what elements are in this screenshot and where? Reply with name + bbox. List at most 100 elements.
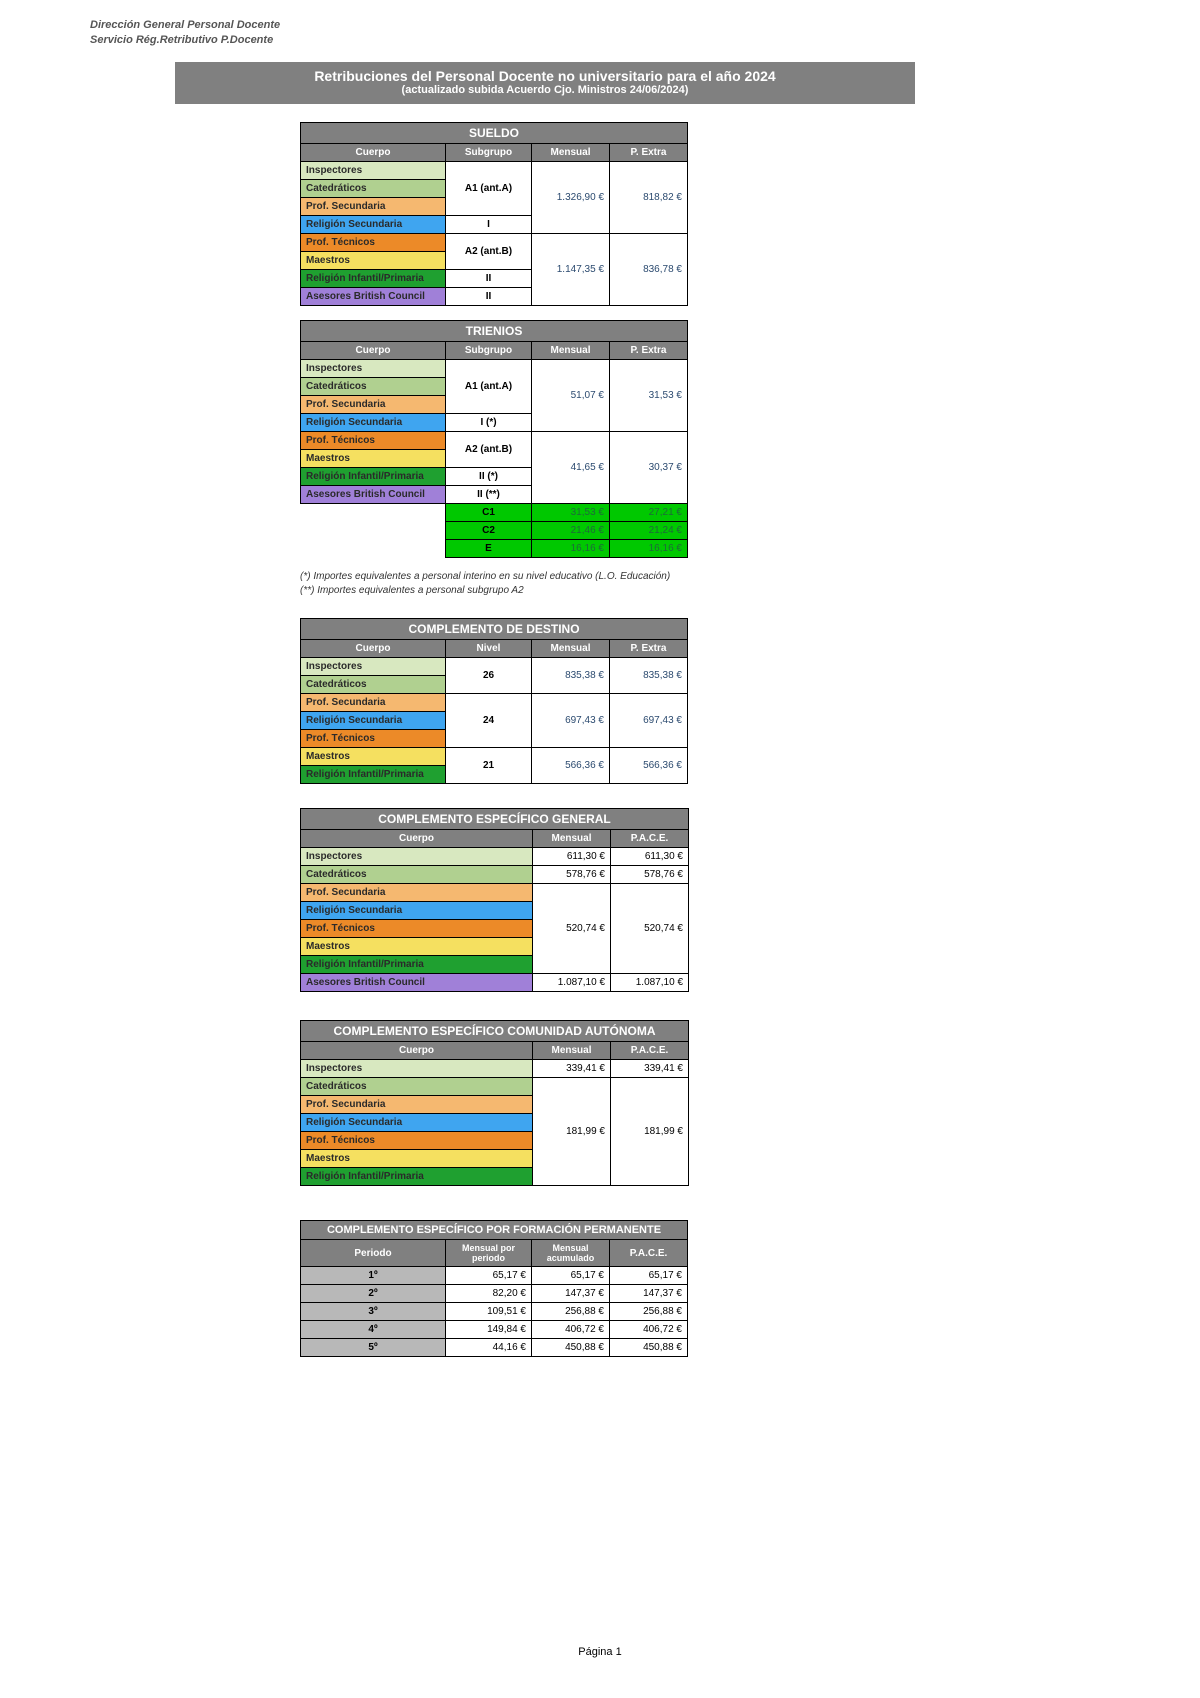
sueldo-v2e: 836,78 €	[610, 234, 688, 306]
h-periodo: Periodo	[301, 1240, 446, 1267]
h-mensual: Mensual	[532, 640, 610, 658]
p5: 5º	[301, 1339, 446, 1357]
sueldo-v2m: 1.147,35 €	[532, 234, 610, 306]
title-bar: Retribuciones del Personal Docente no un…	[175, 62, 915, 104]
p1: 1º	[301, 1267, 446, 1285]
cuerpo-rpri: Religión Infantil/Primaria	[301, 766, 446, 784]
p5-ma: 450,88 €	[532, 1339, 610, 1357]
cuerpo-sec: Prof. Secundaria	[301, 884, 533, 902]
cuerpo-sec: Prof. Secundaria	[301, 396, 446, 414]
h-cuerpo: Cuerpo	[301, 144, 446, 162]
h-mensual: Mensual	[532, 144, 610, 162]
sg-i: I (*)	[446, 414, 532, 432]
p3-pace: 256,88 €	[610, 1303, 688, 1321]
sueldo-v1e: 818,82 €	[610, 162, 688, 234]
h-cuerpo: Cuerpo	[301, 830, 533, 848]
ceca-insp-m: 339,41 €	[533, 1060, 611, 1078]
cuerpo-tec: Prof. Técnicos	[301, 920, 533, 938]
c1-e: 27,21 €	[610, 504, 688, 522]
p4-ma: 406,72 €	[532, 1321, 610, 1339]
sg-ii: II	[446, 270, 532, 288]
cuerpo-tec: Prof. Técnicos	[301, 234, 446, 252]
p3-mp: 109,51 €	[446, 1303, 532, 1321]
v21m: 566,36 €	[532, 748, 610, 784]
table-sueldo: SUELDO Cuerpo Subgrupo Mensual P. Extra …	[300, 122, 688, 306]
table-cefp: COMPLEMENTO ESPECÍFICO POR FORMACIÓN PER…	[300, 1220, 688, 1357]
h-pace: P.A.C.E.	[611, 1042, 689, 1060]
table-trienios: TRIENIOS Cuerpo Subgrupo Mensual P. Extr…	[300, 320, 688, 558]
p4-mp: 149,84 €	[446, 1321, 532, 1339]
cuerpo-mae: Maestros	[301, 252, 446, 270]
sg-a2: A2 (ant.B)	[446, 234, 532, 270]
h-pace: P.A.C.E.	[611, 830, 689, 848]
sueldo-title: SUELDO	[301, 123, 688, 144]
sueldo-v1m: 1.326,90 €	[532, 162, 610, 234]
cuerpo-rpri: Religión Infantil/Primaria	[301, 270, 446, 288]
cuerpo-mae: Maestros	[301, 450, 446, 468]
table-ceca: COMPLEMENTO ESPECÍFICO COMUNIDAD AUTÓNOM…	[300, 1020, 689, 1186]
ceca-mid-e: 181,99 €	[611, 1078, 689, 1186]
p4-pace: 406,72 €	[610, 1321, 688, 1339]
cuerpo-tec: Prof. Técnicos	[301, 432, 446, 450]
n24: 24	[446, 694, 532, 748]
p2: 2º	[301, 1285, 446, 1303]
cuerpo-rsec: Religión Secundaria	[301, 216, 446, 234]
cuerpo-insp: Inspectores	[301, 162, 446, 180]
cuerpo-abc: Asesores British Council	[301, 288, 446, 306]
h-cuerpo: Cuerpo	[301, 640, 446, 658]
ceg-insp-e: 611,30 €	[611, 848, 689, 866]
v24m: 697,43 €	[532, 694, 610, 748]
n21: 21	[446, 748, 532, 784]
cuerpo-mae: Maestros	[301, 748, 446, 766]
p1-pace: 65,17 €	[610, 1267, 688, 1285]
ceg-title: COMPLEMENTO ESPECÍFICO GENERAL	[301, 809, 689, 830]
cuerpo-cat: Catedráticos	[301, 866, 533, 884]
sg-c2: C2	[446, 522, 532, 540]
cefp-title: COMPLEMENTO ESPECÍFICO POR FORMACIÓN PER…	[301, 1221, 688, 1240]
cuerpo-cat: Catedráticos	[301, 676, 446, 694]
cuerpo-sec: Prof. Secundaria	[301, 1096, 533, 1114]
notes: (*) Importes equivalentes a personal int…	[300, 570, 670, 598]
p5-pace: 450,88 €	[610, 1339, 688, 1357]
page-footer: Página 1	[0, 1646, 1200, 1658]
cuerpo-rsec: Religión Secundaria	[301, 414, 446, 432]
e-e: 16,16 €	[610, 540, 688, 558]
tri-title: TRIENIOS	[301, 321, 688, 342]
h-mp: Mensual por periodo	[446, 1240, 532, 1267]
dest-title: COMPLEMENTO DE DESTINO	[301, 619, 688, 640]
cuerpo-rsec: Religión Secundaria	[301, 902, 533, 920]
cuerpo-rsec: Religión Secundaria	[301, 712, 446, 730]
h-mensual: Mensual	[532, 342, 610, 360]
cuerpo-abc: Asesores British Council	[301, 974, 533, 992]
p3-ma: 256,88 €	[532, 1303, 610, 1321]
title-sub: (actualizado subida Acuerdo Cjo. Ministr…	[175, 84, 915, 96]
cuerpo-rsec: Religión Secundaria	[301, 1114, 533, 1132]
cuerpo-sec: Prof. Secundaria	[301, 198, 446, 216]
ceg-insp-m: 611,30 €	[533, 848, 611, 866]
ceg-mid-m: 520,74 €	[533, 884, 611, 974]
h-mensual: Mensual	[533, 1042, 611, 1060]
h-mensual: Mensual	[533, 830, 611, 848]
h-pextra: P. Extra	[610, 640, 688, 658]
sg-iia: II (**)	[446, 486, 532, 504]
cuerpo-tec: Prof. Técnicos	[301, 730, 446, 748]
ceca-insp-e: 339,41 €	[611, 1060, 689, 1078]
sg-i: I	[446, 216, 532, 234]
tri-v1e: 31,53 €	[610, 360, 688, 432]
cuerpo-cat: Catedráticos	[301, 378, 446, 396]
h-cuerpo: Cuerpo	[301, 342, 446, 360]
cuerpo-rpri: Religión Infantil/Primaria	[301, 1168, 533, 1186]
p3: 3º	[301, 1303, 446, 1321]
cuerpo-insp: Inspectores	[301, 658, 446, 676]
e-m: 16,16 €	[532, 540, 610, 558]
v24e: 697,43 €	[610, 694, 688, 748]
p1-ma: 65,17 €	[532, 1267, 610, 1285]
p1-mp: 65,17 €	[446, 1267, 532, 1285]
header-line2: Servicio Rég.Retributivo P.Docente	[90, 33, 280, 48]
h-cuerpo: Cuerpo	[301, 1042, 533, 1060]
sg-a2: A2 (ant.B)	[446, 432, 532, 468]
cuerpo-rpri: Religión Infantil/Primaria	[301, 468, 446, 486]
cuerpo-insp: Inspectores	[301, 1060, 533, 1078]
tri-v2e: 30,37 €	[610, 432, 688, 504]
ceg-cat-m: 578,76 €	[533, 866, 611, 884]
